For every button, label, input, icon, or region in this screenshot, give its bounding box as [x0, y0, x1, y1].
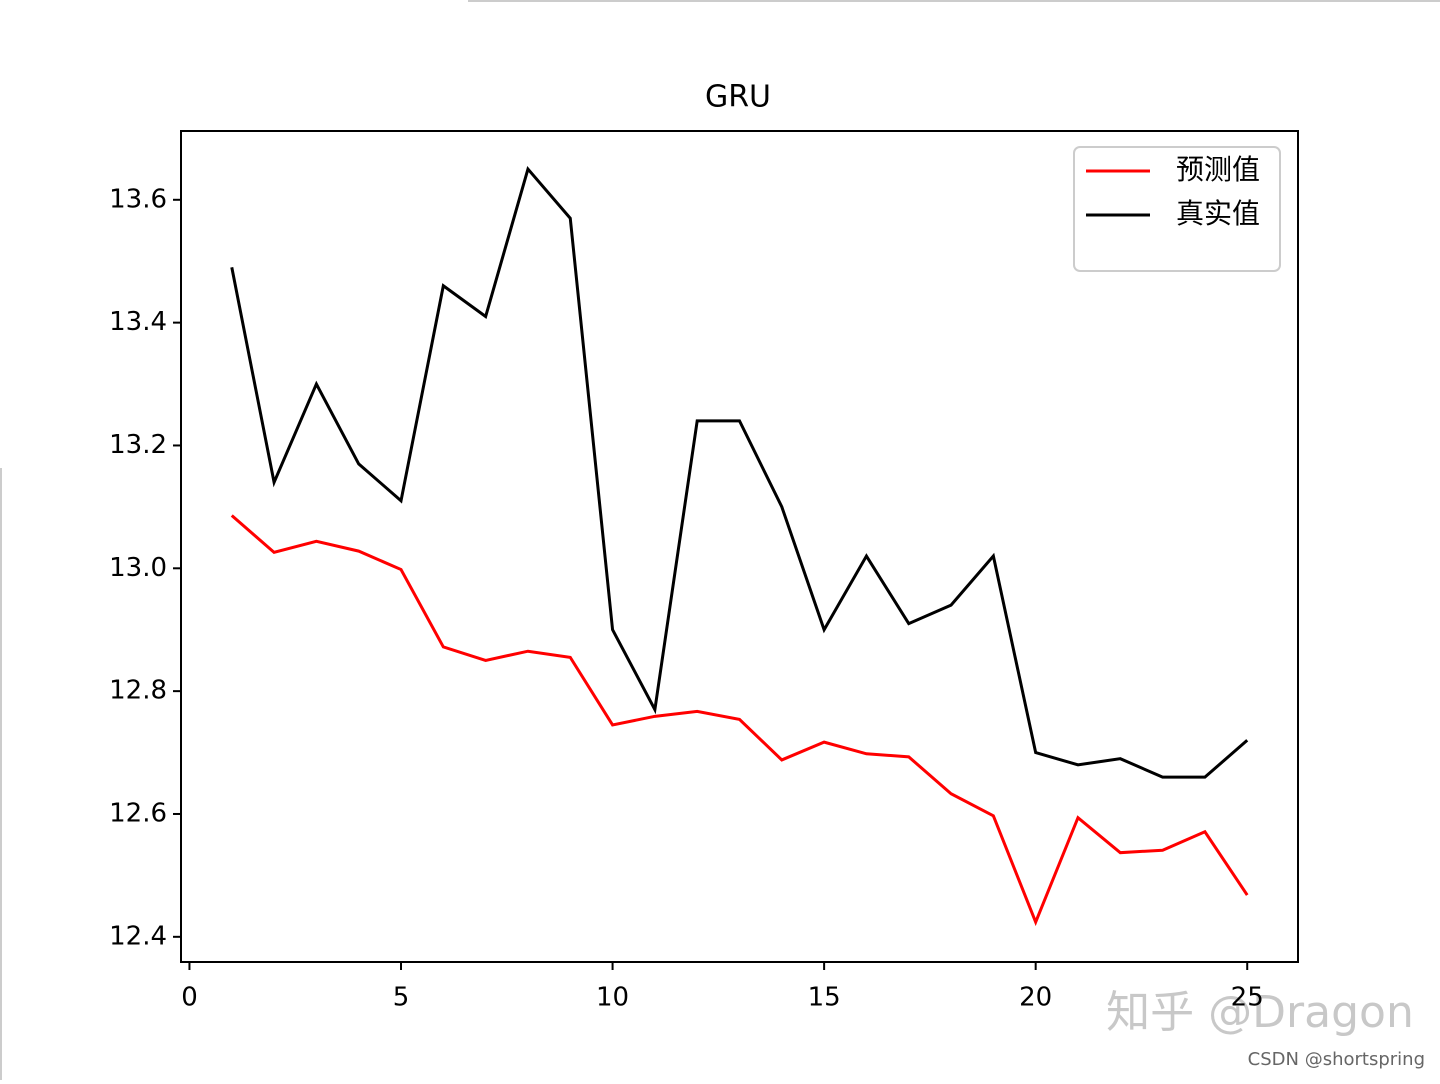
- data-line: [230, 165, 1249, 779]
- x-tick-label: 20: [1019, 983, 1052, 1013]
- x-tick-label: 25: [1231, 983, 1264, 1013]
- x-tick-label: 10: [596, 983, 629, 1013]
- watermark: CSDN @shortspring: [1248, 1049, 1425, 1070]
- y-tick-label: 12.8: [109, 676, 167, 706]
- legend-box: [1073, 146, 1281, 272]
- chart-title: GRU: [705, 80, 771, 115]
- y-tick-label: 13.0: [109, 553, 167, 583]
- y-tick-label: 12.4: [109, 921, 167, 951]
- legend-label: 真实值: [1176, 197, 1260, 230]
- y-tick-label: 12.6: [109, 798, 167, 828]
- legend-label: 预测值: [1176, 153, 1260, 186]
- data-line: [230, 514, 1249, 927]
- x-tick-label: 5: [393, 983, 410, 1013]
- y-tick-label: 13.2: [109, 430, 167, 460]
- y-tick-label: 13.6: [109, 184, 167, 214]
- x-tick-label: 0: [181, 983, 198, 1013]
- watermark: 知乎 @Dragon: [1106, 987, 1414, 1038]
- x-tick-label: 15: [808, 983, 841, 1013]
- plot-frame: [180, 130, 1299, 963]
- y-tick-label: 13.4: [109, 307, 167, 337]
